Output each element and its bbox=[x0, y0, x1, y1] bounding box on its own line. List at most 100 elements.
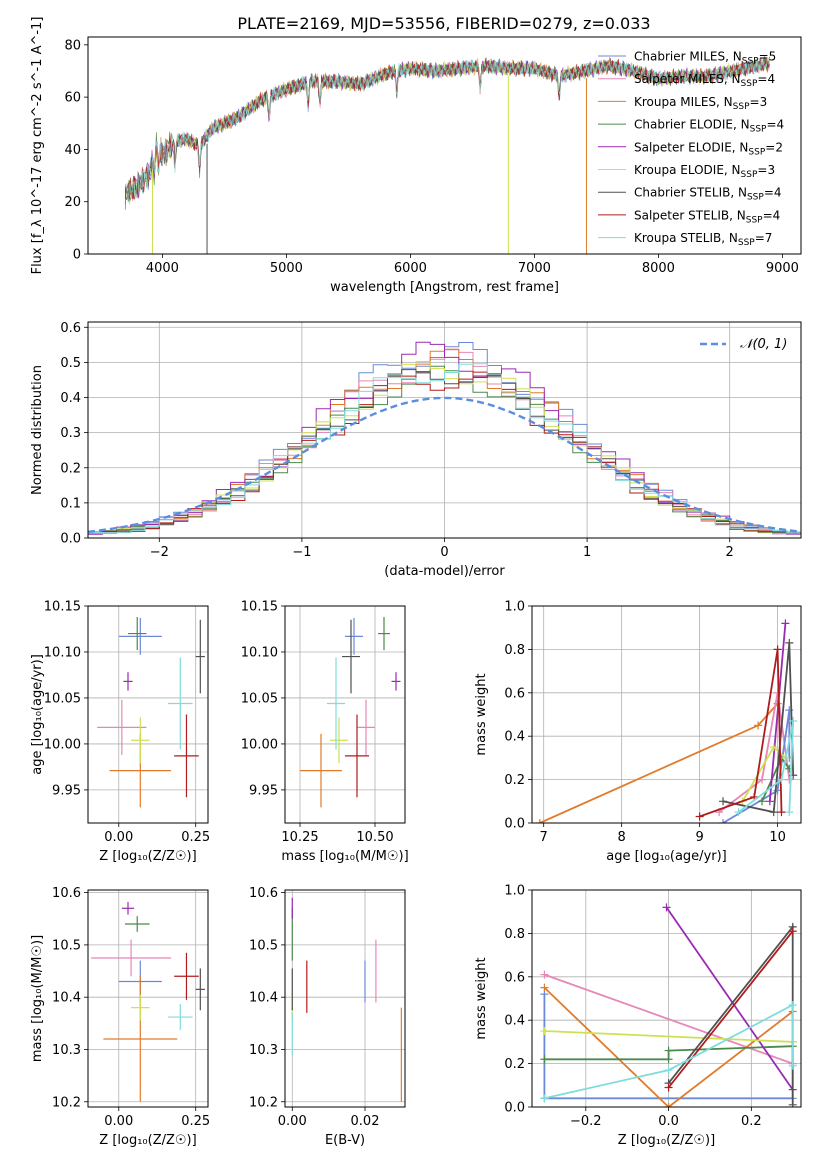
x-tick-label: 7000 bbox=[518, 261, 551, 276]
weight-vs-age-axes: 7 8 9 10 0.0 0.2 0.4 0.6 0.8 1.0 age [log₁₀(age/yr… bbox=[474, 600, 801, 864]
y-tick-label: 10.15 bbox=[241, 600, 278, 615]
axes-frame bbox=[284, 889, 406, 1108]
mass-vs-ebv-axes: 0.00 0.02 10.2 10.3 10.4 10.5 10.6 E(B-V) bbox=[249, 886, 405, 1148]
legend-label: Chabrier MILES, NSSP=5 bbox=[634, 50, 776, 67]
y-tick-label: 10.00 bbox=[241, 737, 278, 752]
axes-frame bbox=[531, 605, 802, 824]
axes-frame bbox=[87, 321, 802, 539]
weight-marker bbox=[664, 1103, 673, 1107]
x-tick-label: 8 bbox=[618, 830, 626, 845]
y-tick-label: 40 bbox=[64, 143, 81, 158]
x-tick-label: 0 bbox=[440, 545, 448, 560]
legend-label: Kroupa ELODIE, NSSP=3 bbox=[634, 163, 775, 180]
weight-marker bbox=[664, 1083, 673, 1092]
x-tick-label: 4000 bbox=[146, 261, 179, 276]
weight-marker bbox=[785, 638, 794, 647]
x-tick-label: 9 bbox=[695, 830, 703, 845]
weight-marker bbox=[788, 1061, 797, 1070]
legend-label: Salpeter STELIB, NSSP=4 bbox=[634, 208, 780, 225]
weight-marker bbox=[788, 1100, 797, 1107]
weight-line bbox=[738, 720, 795, 813]
y-tick-label: 1.0 bbox=[504, 600, 525, 615]
x-tick-label: 0.00 bbox=[104, 1114, 133, 1129]
x-tick-label: 6000 bbox=[394, 261, 427, 276]
y-axis-label: mass weight bbox=[474, 673, 489, 755]
x-tick-label: 0.2 bbox=[741, 1114, 762, 1129]
y-tick-label: 10.4 bbox=[52, 991, 81, 1006]
legend-label: Chabrier STELIB, NSSP=4 bbox=[634, 186, 782, 203]
y-tick-label: 9.95 bbox=[52, 783, 81, 798]
weight-line bbox=[544, 973, 794, 1065]
y-tick-label: 0.6 bbox=[504, 970, 525, 985]
y-tick-label: 10.05 bbox=[241, 691, 278, 706]
y-tick-label: 10.5 bbox=[52, 938, 81, 953]
x-tick-label: −1 bbox=[292, 545, 311, 560]
spectrum-legend: Chabrier MILES, NSSP=5 Salpeter MILES, NS… bbox=[598, 50, 784, 248]
axes-frame bbox=[531, 889, 802, 1108]
x-axis-label: Z [log₁₀(Z/Z☉)] bbox=[99, 1133, 196, 1148]
y-tick-label: 9.95 bbox=[249, 783, 278, 798]
x-axis-label: E(B-V) bbox=[325, 1133, 365, 1148]
spectrum-lines bbox=[124, 56, 770, 254]
mass-vs-z-axes: 0.00 0.25 10.2 10.3 10.4 10.5 10.6 Z [log₁₀(Z/Z… bbox=[30, 886, 210, 1148]
weight-marker bbox=[540, 1055, 549, 1064]
weight-marker bbox=[754, 721, 763, 730]
weight-marker bbox=[758, 775, 767, 784]
residual-legend: 𝒩(0, 1) bbox=[700, 337, 787, 352]
weight-marker bbox=[781, 619, 790, 628]
y-tick-label: 0 bbox=[73, 248, 81, 263]
x-axis-label: Z [log₁₀(Z/Z☉)] bbox=[99, 849, 196, 864]
x-tick-label: 7 bbox=[540, 830, 548, 845]
weight-line bbox=[768, 623, 787, 802]
x-tick-label: 9000 bbox=[766, 261, 799, 276]
weight-line bbox=[722, 642, 795, 814]
weight-marker bbox=[540, 1027, 549, 1036]
y-axis-label: Normed distribution bbox=[30, 365, 45, 495]
y-tick-label: 10.05 bbox=[44, 691, 81, 706]
x-tick-label: 0.00 bbox=[278, 1114, 307, 1129]
x-tick-label: 0.00 bbox=[104, 830, 133, 845]
weight-marker bbox=[535, 819, 544, 823]
spectrum-line bbox=[124, 58, 770, 203]
x-tick-label: 10.50 bbox=[356, 830, 393, 845]
y-tick-label: 10.00 bbox=[44, 737, 81, 752]
x-tick-label: 5000 bbox=[270, 261, 303, 276]
weight-line bbox=[699, 649, 783, 818]
weight-vs-age-series bbox=[535, 619, 798, 823]
age-vs-mass-axes: 10.25 10.50 9.95 10.00 10.05 10.10 10.15 mass [… bbox=[241, 600, 409, 865]
y-tick-label: 10.3 bbox=[249, 1043, 278, 1058]
weight-marker bbox=[664, 1055, 673, 1064]
weight-marker bbox=[664, 1046, 673, 1055]
x-tick-label: 2 bbox=[726, 545, 734, 560]
weight-line bbox=[718, 692, 791, 813]
weight-line bbox=[543, 986, 794, 1107]
x-axis-label: mass [log₁₀(M/M☉)] bbox=[281, 849, 408, 864]
weight-marker bbox=[765, 797, 774, 806]
weight-vs-z-series bbox=[540, 903, 797, 1107]
x-tick-label: 0.25 bbox=[181, 830, 210, 845]
legend-label: Salpeter ELODIE, NSSP=2 bbox=[634, 140, 783, 157]
x-tick-label: 0.25 bbox=[181, 1114, 210, 1129]
weight-marker bbox=[777, 808, 786, 817]
weight-marker bbox=[662, 903, 671, 912]
y-tick-label: 1.0 bbox=[504, 884, 525, 899]
weight-line bbox=[665, 906, 794, 1091]
weight-marker bbox=[664, 1066, 673, 1075]
weight-line bbox=[544, 1003, 794, 1100]
weight-marker bbox=[719, 797, 728, 806]
y-tick-label: 0.4 bbox=[504, 1014, 525, 1029]
x-axis-label: wavelength [Angstrom, rest frame] bbox=[330, 280, 559, 295]
y-tick-label: 0.8 bbox=[504, 643, 525, 658]
weight-line bbox=[544, 1045, 793, 1061]
weight-marker bbox=[769, 743, 778, 752]
y-tick-label: 0.1 bbox=[60, 496, 81, 511]
spectrum-axes: 4000 5000 6000 7000 8000 9000 0 20 40 60 80 wavelen… bbox=[30, 17, 799, 295]
weight-marker bbox=[540, 983, 549, 992]
legend-label: Kroupa MILES, NSSP=3 bbox=[634, 95, 767, 112]
y-axis-label: age [log₁₀(age/yr)] bbox=[30, 654, 45, 775]
residual-histograms bbox=[88, 341, 801, 535]
y-tick-label: 20 bbox=[64, 195, 81, 210]
weight-marker bbox=[788, 927, 797, 936]
y-tick-label: 10.4 bbox=[249, 991, 278, 1006]
y-tick-label: 0.2 bbox=[504, 773, 525, 788]
